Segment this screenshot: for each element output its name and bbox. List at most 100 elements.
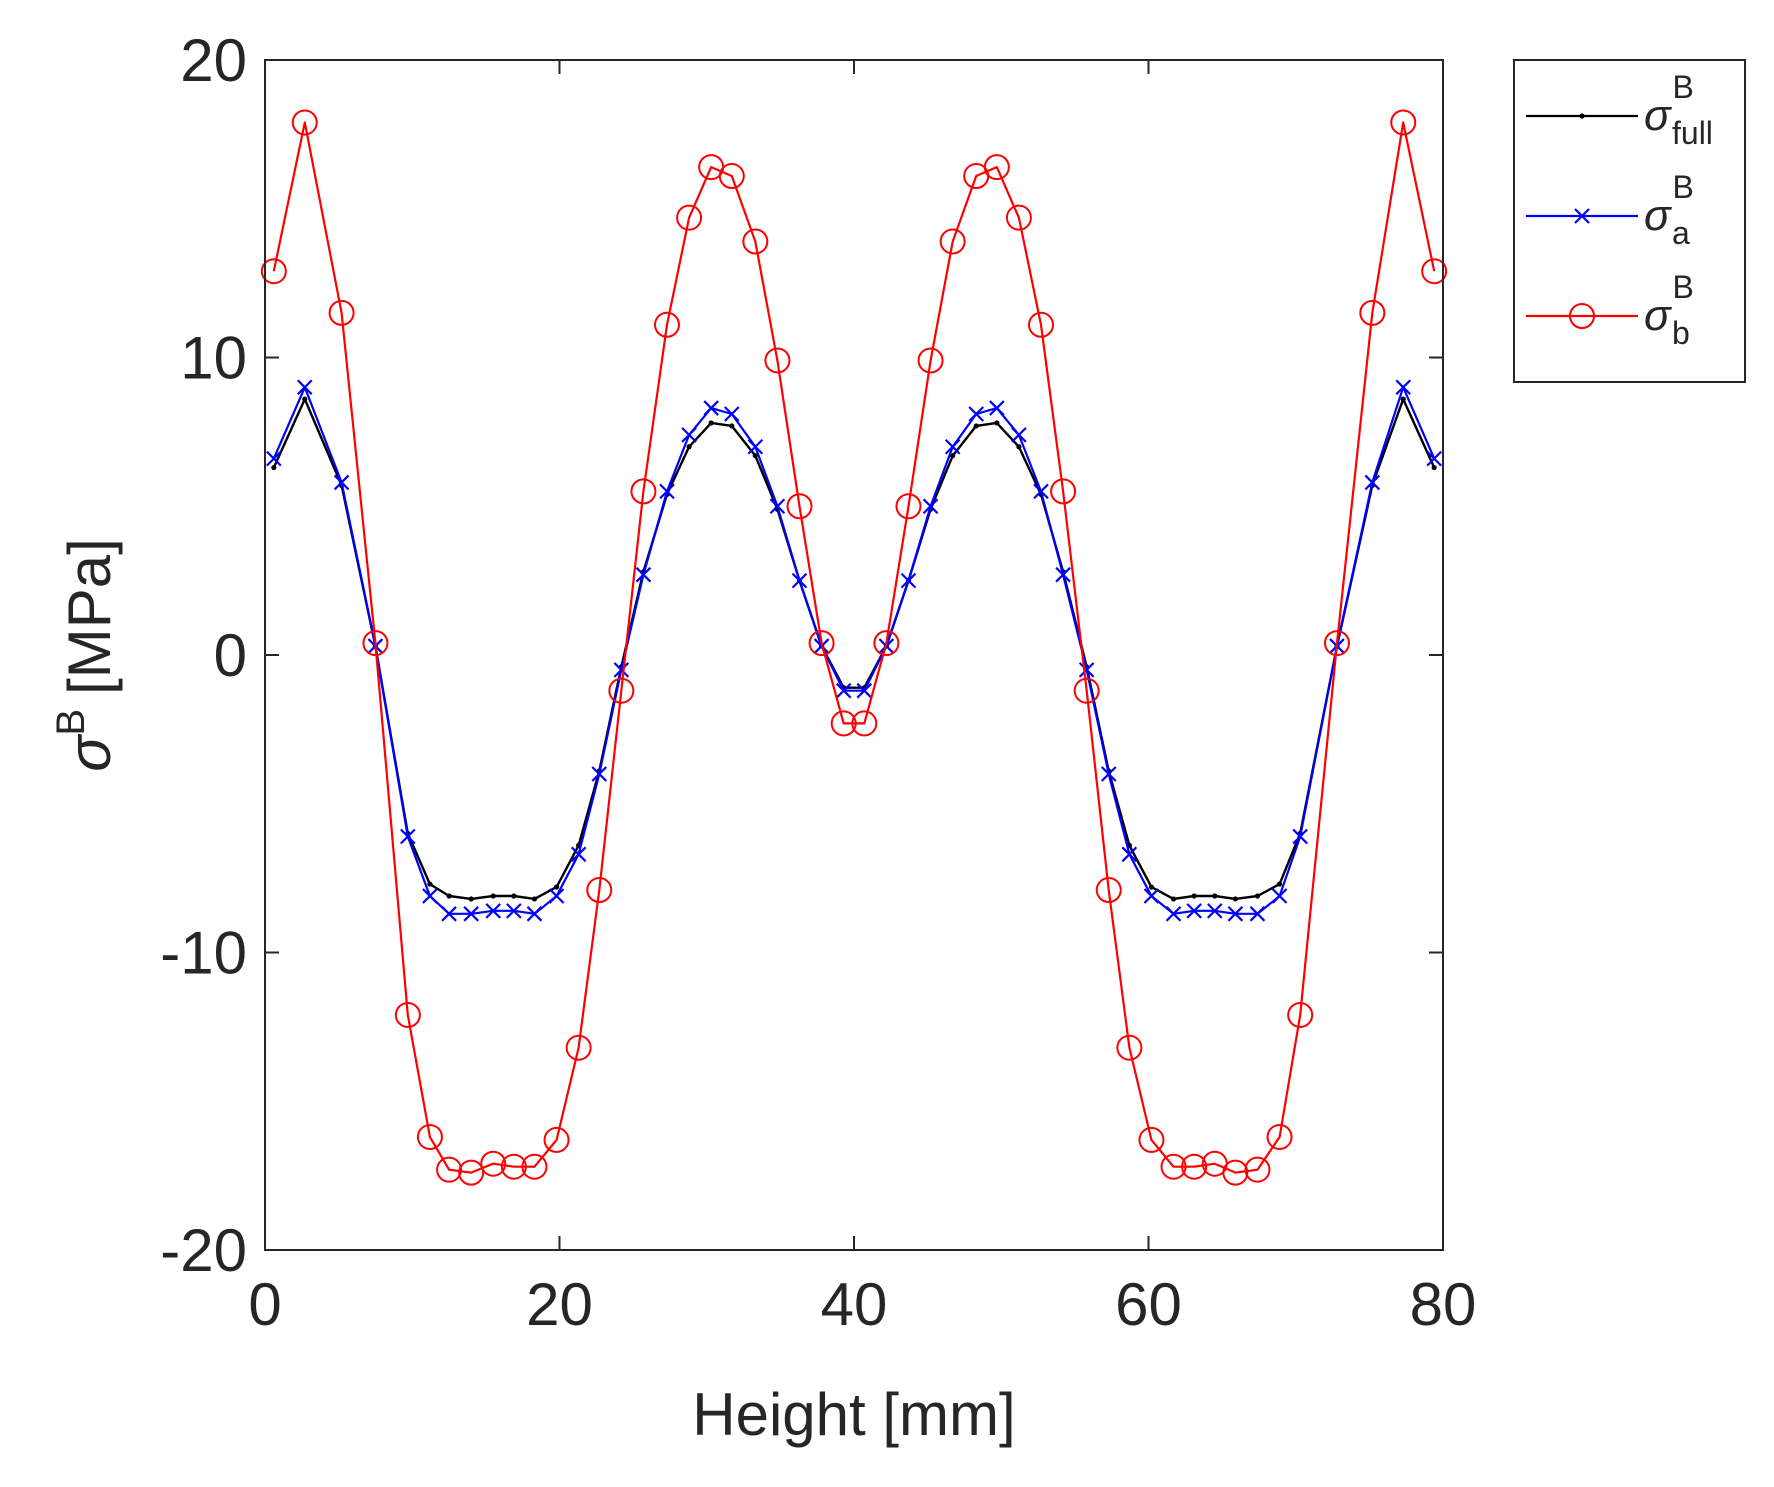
data-point-a <box>835 682 852 699</box>
data-point-a <box>900 572 917 589</box>
data-point-b <box>630 478 657 505</box>
data-point-full <box>1254 893 1261 899</box>
data-point-a <box>548 888 565 904</box>
data-point-full <box>973 423 979 429</box>
data-point-a <box>1292 828 1308 845</box>
data-point-a <box>724 406 740 422</box>
data-point-a <box>944 438 961 455</box>
data-point-full <box>1431 464 1437 471</box>
data-point-a <box>296 379 313 396</box>
data-point-a <box>1574 208 1590 224</box>
series-line-b <box>272 121 1436 1174</box>
data-point-a <box>1227 906 1244 922</box>
data-point-full <box>1400 396 1406 402</box>
data-point-full <box>1579 113 1585 119</box>
data-point-a <box>1426 450 1442 467</box>
data-point-b <box>786 493 813 520</box>
data-point-b <box>983 154 1010 181</box>
data-point-b <box>260 258 287 285</box>
data-point-b <box>1222 1159 1249 1186</box>
data-point-b <box>1005 204 1032 231</box>
data-point-a <box>333 474 350 491</box>
legend-label-sup: B <box>1673 169 1694 205</box>
x-axis-label: Height [mm] <box>692 1381 1015 1448</box>
axes-layer <box>264 59 1444 1251</box>
data-point-b <box>653 311 680 338</box>
data-point-full <box>686 444 692 450</box>
y-tick-label: -20 <box>160 1217 247 1284</box>
data-point-b <box>1138 1126 1165 1153</box>
data-point-b <box>362 630 389 657</box>
data-point-a <box>1055 566 1071 583</box>
x-tick-label: 40 <box>821 1271 888 1338</box>
legend-label-sub: a <box>1672 215 1690 251</box>
data-point-full <box>271 464 277 471</box>
data-point-b <box>830 710 857 737</box>
data-point-b <box>1390 109 1417 136</box>
data-point-b <box>543 1126 570 1153</box>
data-point-a <box>400 828 416 845</box>
data-point-b <box>1028 311 1055 338</box>
data-point-a <box>1206 903 1223 919</box>
data-point-full <box>1170 896 1177 902</box>
y-axis-label-sup: B <box>49 709 93 736</box>
data-point-b <box>1095 877 1122 904</box>
series-line-full <box>272 397 1436 901</box>
data-point-full <box>1016 444 1022 450</box>
legend-label-symbol: σ <box>1644 291 1672 340</box>
data-point-a <box>266 450 282 467</box>
data-point-a <box>485 903 502 919</box>
legend-label-sup: B <box>1673 69 1694 105</box>
data-point-a <box>1395 379 1412 396</box>
data-point-full <box>1232 896 1238 902</box>
data-point-a <box>989 400 1005 416</box>
data-point-b <box>521 1153 548 1180</box>
y-axis-label: σB [MPa] <box>49 538 123 772</box>
data-point-a <box>570 846 587 863</box>
data-point-full <box>302 396 308 402</box>
x-tick-label: 80 <box>1410 1271 1477 1338</box>
data-point-full <box>1276 881 1283 887</box>
x-tick-label: 0 <box>248 1271 281 1338</box>
data-point-a <box>441 906 457 922</box>
ticks-layer: 0 20 40 60 80 -20 -10 0 10 20 <box>160 27 1476 1338</box>
data-point-b <box>416 1123 443 1150</box>
data-point-b <box>873 630 900 657</box>
legend-entry-a: σB a <box>1526 169 1694 251</box>
data-point-b <box>480 1150 507 1177</box>
data-point-a <box>1078 662 1095 678</box>
data-point-b <box>458 1159 485 1186</box>
data-point-full <box>490 893 496 899</box>
data-point-b <box>917 347 944 374</box>
axes-box <box>264 59 1444 1251</box>
data-point-a <box>635 566 652 583</box>
data-point-a <box>1186 903 1202 919</box>
data-point-b <box>1266 1123 1293 1150</box>
data-point-a <box>747 438 764 455</box>
data-point-a <box>422 888 438 904</box>
data-point-a <box>506 903 522 919</box>
data-point-full <box>531 896 538 902</box>
data-point-full <box>468 896 474 902</box>
legend-label-sub: full <box>1672 115 1713 151</box>
data-point-a <box>1143 888 1160 904</box>
series-line-a <box>272 386 1436 915</box>
data-point-full <box>729 423 735 429</box>
data-point-full <box>708 420 714 426</box>
legend-label: σB a <box>1644 169 1694 251</box>
y-axis-label-unit: [MPa] <box>56 538 123 695</box>
data-point-full <box>1148 884 1155 890</box>
data-point-full <box>427 881 433 887</box>
legend-entry-full: σB full <box>1526 69 1713 151</box>
data-point-b <box>1050 478 1077 505</box>
data-point-a <box>1249 906 1266 922</box>
data-point-a <box>791 572 808 589</box>
data-point-a <box>681 427 697 443</box>
data-point-b <box>895 493 922 520</box>
data-point-b <box>608 677 635 704</box>
data-point-a <box>769 498 786 515</box>
data-point-a <box>1364 474 1381 491</box>
x-tick-label: 60 <box>1115 1271 1182 1338</box>
data-point-b <box>328 299 355 326</box>
